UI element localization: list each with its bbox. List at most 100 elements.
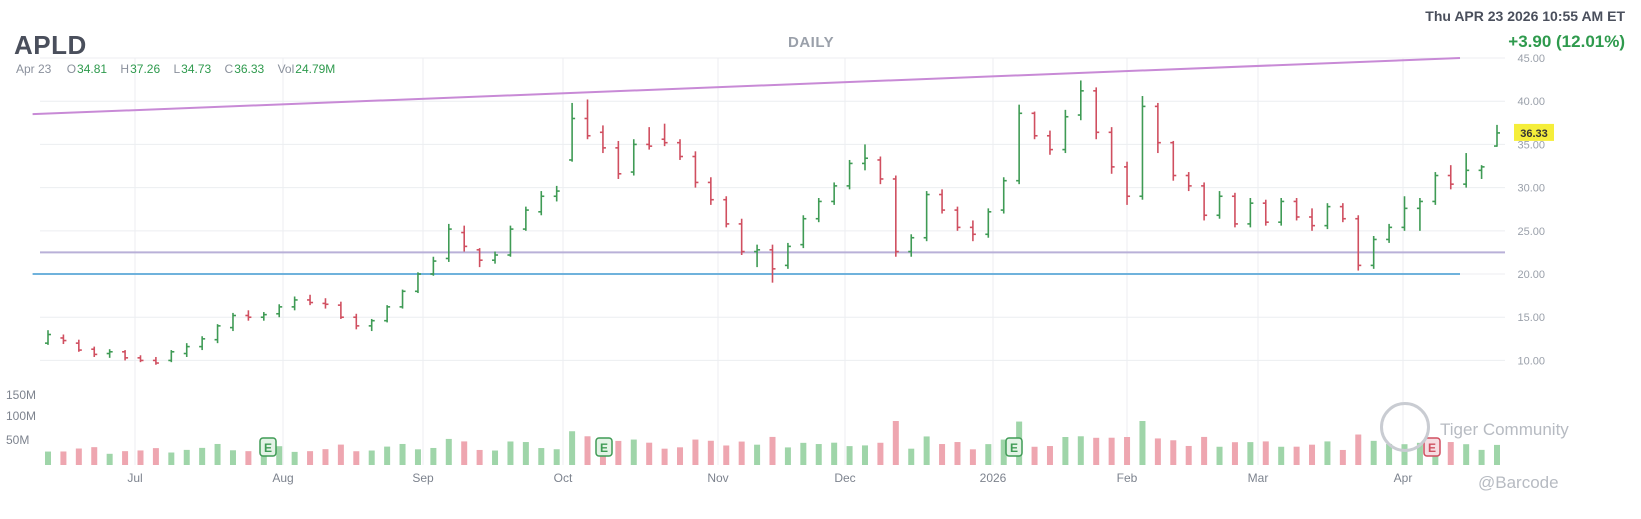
ohlc-bar — [1170, 140, 1177, 181]
ohlc-bar — [384, 305, 391, 323]
volume-bar — [784, 447, 791, 465]
ohlc-bar — [168, 350, 175, 363]
earnings-marker: E — [1005, 437, 1023, 457]
ohlc-bar — [1016, 104, 1023, 185]
volume-bar — [492, 450, 499, 465]
resistance-line — [32, 57, 1461, 116]
ohlc-bar — [45, 330, 51, 345]
ohlc-bar — [322, 298, 329, 309]
volume-bar — [1278, 446, 1285, 465]
volume-bar — [152, 448, 159, 465]
price-tick-label: 45.00 — [1517, 53, 1545, 65]
ohlc-readout: Apr 23 O34.81 H37.26 L34.73 C36.33 Vol24… — [16, 62, 345, 76]
volume-bar — [199, 447, 206, 465]
ohlc-bar — [769, 244, 776, 283]
volume-bar — [1093, 437, 1100, 465]
volume-bar — [1046, 446, 1053, 465]
ohlc-bar — [1416, 197, 1423, 231]
volume-bar — [861, 445, 868, 465]
volume-bar — [168, 452, 175, 465]
svg-text:E: E — [1428, 441, 1436, 455]
volume-bar — [276, 446, 283, 465]
earnings-marker: E — [259, 437, 277, 457]
volume-bar — [337, 444, 344, 465]
volume-bar — [384, 446, 391, 465]
time-tick-label: Oct — [554, 471, 573, 485]
high-label: H — [120, 62, 130, 76]
ohlc-bar — [969, 220, 976, 242]
volume-bar — [1494, 444, 1500, 465]
last-price-tag: 36.33 — [1514, 123, 1554, 141]
volume-bar — [229, 450, 236, 465]
volume-bar — [307, 451, 314, 465]
close-label: C — [224, 62, 234, 76]
volume-bar — [1463, 444, 1470, 465]
price-tick-label: 30.00 — [1517, 183, 1545, 195]
volume-value: 24.79M — [295, 62, 336, 76]
ohlc-bar — [430, 256, 437, 276]
volume-bar — [1386, 443, 1393, 465]
volume-bar — [260, 449, 267, 465]
volume-bar — [630, 439, 637, 465]
earnings-marker: E — [1423, 437, 1441, 457]
ohlc-bar — [1201, 182, 1208, 221]
ohlc-bar — [1046, 130, 1053, 155]
volume-bar — [1139, 421, 1146, 465]
volume-bar — [615, 440, 622, 465]
volume-bar — [183, 449, 190, 465]
volume-bar — [1262, 441, 1269, 465]
ohlc-bar — [692, 151, 699, 188]
volume-bar — [1355, 434, 1362, 465]
ohlc-bars — [45, 80, 1500, 365]
volume-bar — [430, 447, 437, 465]
watermark-brand: Tiger Community — [1440, 420, 1569, 439]
volume-bar — [646, 442, 653, 465]
volume-bar — [1231, 442, 1238, 465]
volume-bar — [1031, 446, 1038, 465]
ohlc-bar — [630, 139, 637, 176]
volume-bar — [707, 440, 714, 465]
ohlc-bar — [831, 182, 838, 205]
ohlc-bar — [846, 159, 853, 190]
ohlc-bar — [1185, 172, 1192, 192]
time-tick-label: Sep — [412, 471, 434, 485]
volume-label: Vol — [277, 62, 295, 76]
ohlc-bar — [75, 339, 82, 352]
ohlc-bar — [754, 244, 761, 268]
volume-bar — [661, 448, 668, 465]
volume-bar — [1293, 446, 1300, 465]
ohlc-bar — [538, 191, 545, 216]
volume-bar — [522, 442, 529, 465]
ohlc-bar — [368, 318, 375, 332]
ohlc-bar — [1278, 197, 1285, 226]
ohlc-bar — [137, 355, 144, 363]
volume-bar — [1077, 436, 1084, 465]
volume-bar — [815, 444, 822, 465]
ohlc-bar — [954, 206, 961, 231]
ohlc-bar — [260, 312, 267, 321]
volume-bar — [553, 449, 560, 465]
volume-bar — [106, 453, 113, 465]
price-tick-label: 10.00 — [1517, 355, 1545, 367]
price-tick-label: 15.00 — [1517, 312, 1545, 324]
ohlc-bar — [800, 215, 807, 249]
ohlc-bar — [1293, 197, 1300, 221]
ohlc-bar — [1077, 80, 1084, 121]
trendlines — [32, 57, 1505, 276]
ohlc-bar — [1339, 203, 1346, 223]
high-value: 37.26 — [130, 62, 161, 76]
open-label: O — [66, 62, 77, 76]
volume-bar — [954, 442, 961, 465]
ohlc-bar — [1139, 96, 1146, 200]
price-tick-label: 35.00 — [1517, 139, 1545, 151]
ohlc-bar — [553, 185, 560, 202]
time-tick-label: Jul — [127, 471, 142, 485]
ohlc-bar — [877, 156, 884, 185]
ohlc-bar — [1370, 236, 1377, 269]
ohlc-bar — [522, 206, 529, 231]
period-label: DAILY — [788, 34, 835, 51]
svg-text:E: E — [600, 441, 608, 455]
ticker-symbol: APLD — [14, 30, 87, 60]
ohlc-bar — [677, 139, 684, 160]
